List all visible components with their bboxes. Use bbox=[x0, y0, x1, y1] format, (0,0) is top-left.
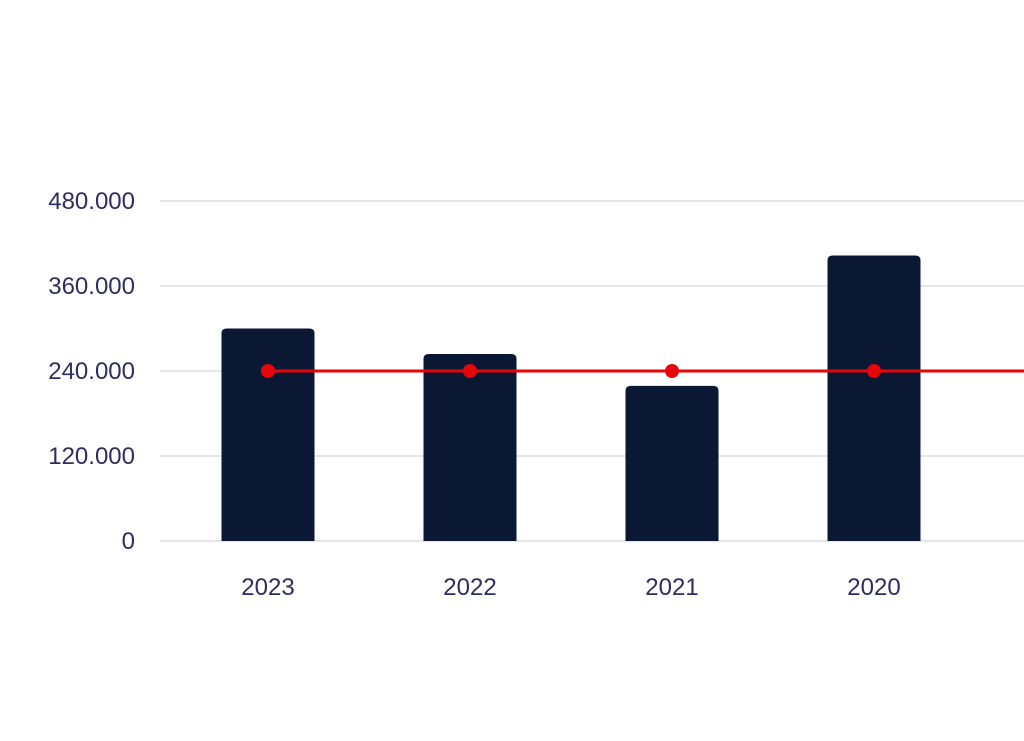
bar bbox=[827, 255, 921, 541]
line-point bbox=[867, 364, 881, 378]
line-point bbox=[261, 364, 275, 378]
x-tick-label: 2022 bbox=[443, 574, 496, 601]
x-axis-tick-labels: 2023 2022 2021 2020 bbox=[241, 574, 900, 601]
y-tick-label: 120.000 bbox=[48, 443, 135, 470]
line-series bbox=[261, 364, 1024, 378]
bar-series bbox=[221, 255, 921, 541]
bar bbox=[423, 354, 517, 541]
y-tick-label: 480.000 bbox=[48, 188, 135, 215]
y-axis-tick-labels: 0 120.000 240.000 360.000 480.000 bbox=[48, 188, 135, 555]
x-tick-label: 2023 bbox=[241, 574, 294, 601]
line-point bbox=[665, 364, 679, 378]
bar bbox=[625, 385, 719, 541]
bar bbox=[221, 328, 315, 541]
y-tick-label: 360.000 bbox=[48, 273, 135, 300]
line-point bbox=[463, 364, 477, 378]
y-tick-label: 0 bbox=[122, 528, 135, 555]
x-tick-label: 2020 bbox=[847, 574, 900, 601]
x-tick-label: 2021 bbox=[645, 574, 698, 601]
y-tick-label: 240.000 bbox=[48, 358, 135, 385]
